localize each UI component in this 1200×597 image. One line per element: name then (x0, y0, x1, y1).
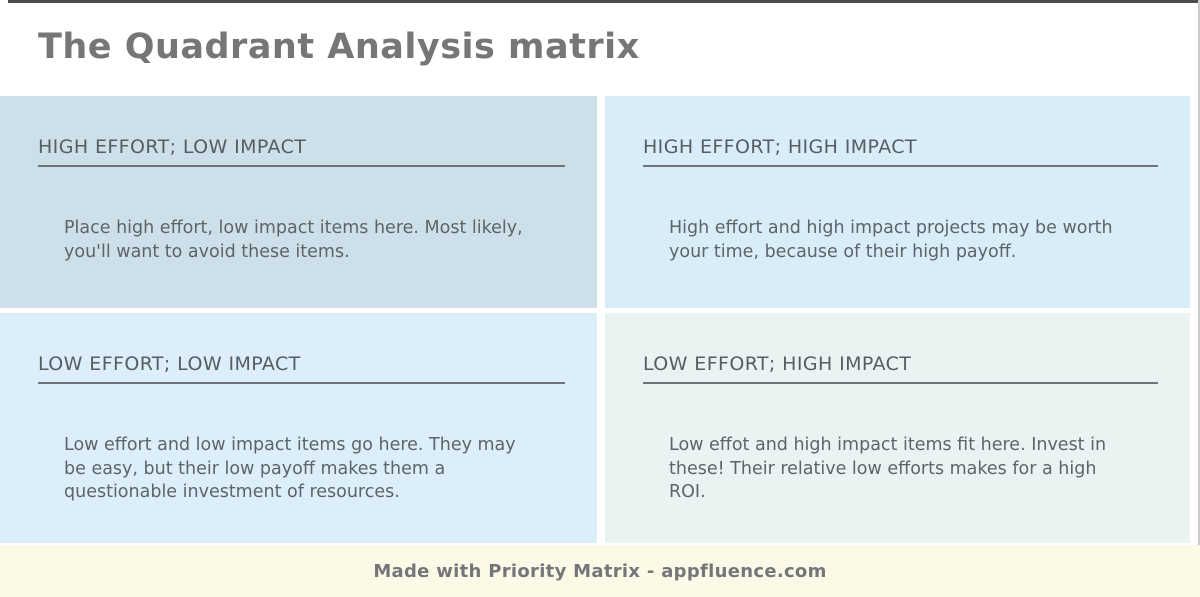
quadrant-description: Place high effort, low impact items here… (64, 218, 523, 262)
quadrant-heading: LOW EFFORT; HIGH IMPACT (643, 353, 1158, 384)
footer-credit-text: Made with Priority Matrix - appfluence.c… (373, 560, 827, 582)
quadrant-heading: HIGH EFFORT; LOW IMPACT (38, 136, 565, 167)
quadrant-description: High effort and high impact projects may… (669, 218, 1113, 262)
quadrant-low-effort-high-impact: LOW EFFORT; HIGH IMPACT Low effot and hi… (605, 313, 1190, 543)
top-border-line (8, 0, 1200, 3)
page-title: The Quadrant Analysis matrix (38, 27, 640, 67)
quadrant-description: Low effot and high impact items fit here… (669, 435, 1107, 503)
quadrant-high-effort-low-impact: HIGH EFFORT; LOW IMPACT Place high effor… (0, 96, 597, 308)
quadrant-grid: HIGH EFFORT; LOW IMPACT Place high effor… (0, 96, 1190, 543)
quadrant-heading: HIGH EFFORT; HIGH IMPACT (643, 136, 1158, 167)
quadrant-high-effort-high-impact: HIGH EFFORT; HIGH IMPACT High effort and… (605, 96, 1190, 308)
right-border-line (1198, 0, 1200, 545)
quadrant-heading: LOW EFFORT; LOW IMPACT (38, 353, 565, 384)
quadrant-low-effort-low-impact: LOW EFFORT; LOW IMPACT Low effort and lo… (0, 313, 597, 543)
quadrant-description: Low effort and low impact items go here.… (64, 435, 516, 503)
footer-banner: Made with Priority Matrix - appfluence.c… (0, 545, 1200, 597)
